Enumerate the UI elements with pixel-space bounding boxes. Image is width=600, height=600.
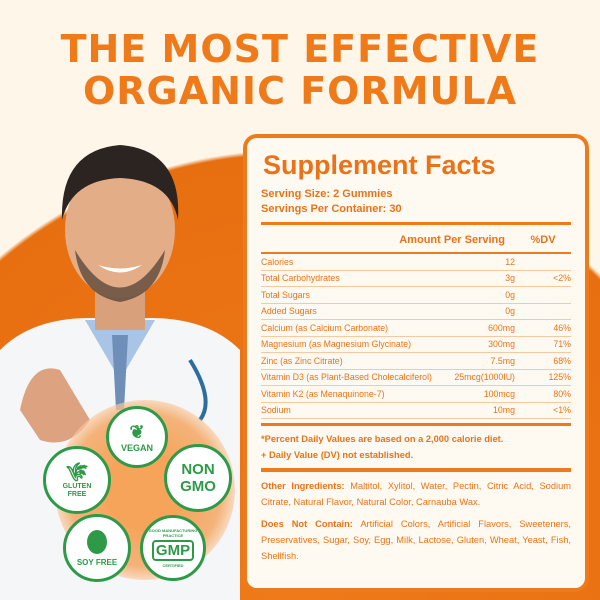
nutrient-dv: <1%	[553, 405, 571, 416]
headline-line-2: ORGANIC FORMULA	[82, 69, 518, 113]
vegan-label: VEGAN	[120, 442, 153, 453]
footnote-dv: *Percent Daily Values are based on a 2,0…	[261, 434, 504, 444]
nutrient-row: Calories 12	[261, 254, 571, 271]
gmo-label: GMO	[180, 478, 216, 495]
leaf-icon: ❦	[129, 421, 145, 442]
divider	[261, 468, 571, 472]
dv-header: %DV	[530, 234, 556, 246]
gmp-ring-text: GOOD MANUFACTURING PRACTICE	[148, 528, 198, 538]
nutrient-row: Total Carbohydrates 3g <2%	[261, 271, 571, 287]
serving-size: Serving Size: 2 Gummies	[261, 188, 393, 200]
facts-title: Supplement Facts	[263, 150, 496, 180]
nutrient-dv: 68%	[553, 355, 571, 366]
nutrient-amount: 600mg	[488, 322, 515, 333]
nutrient-dv: 71%	[553, 339, 571, 350]
nutrient-name: Magnesium (as Magnesium Glycinate)	[261, 339, 412, 350]
gmp-certified-text: CERTIFIED	[162, 563, 184, 568]
nutrient-row: Zinc (as Zinc Citrate) 7.5mg 68%	[261, 353, 571, 370]
non-gmo-badge: NON GMO	[164, 444, 232, 512]
does-not-contain-text: Artificial Colors, Artificial Flavors, S…	[261, 519, 571, 561]
soy-free-badge: SOY FREE	[63, 514, 131, 582]
nutrient-dv: 80%	[553, 388, 571, 399]
nutrient-amount: 0g	[505, 289, 515, 300]
does-not-contain: Does Not Contain: Artificial Colors, Art…	[261, 516, 571, 564]
amount-header: Amount Per Serving	[399, 234, 505, 246]
nutrient-amount: 0g	[505, 306, 515, 317]
nutrient-row: Total Sugars 0g	[261, 287, 571, 304]
nutrient-amount: 3g	[505, 273, 515, 284]
nutrient-name: Vitamin K2 (as Menaquinone-7)	[261, 388, 385, 399]
non-label: NON	[181, 461, 215, 478]
nutrient-row: Sodium 10mg <1%	[261, 403, 571, 419]
soy-free-label: SOY FREE	[76, 557, 118, 567]
nutrient-name: Vitamin D3 (as Plant-Based Cholecalcifer…	[261, 372, 432, 383]
nutrient-amount: 7.5mg	[490, 355, 515, 366]
nutrient-amount: 12	[505, 256, 515, 267]
other-ingredients-text: Maltitol, Xylitol, Water, Pectin, Citric…	[261, 481, 571, 507]
wheat-icon: 🌾︎	[65, 462, 89, 482]
nutrient-dv: 46%	[553, 322, 571, 333]
nutrient-name: Added Sugars	[261, 306, 317, 317]
supplement-facts-panel: Supplement Facts Serving Size: 2 Gummies…	[243, 134, 589, 592]
nutrient-row: Added Sugars 0g	[261, 304, 571, 320]
gluten-free-badge: 🌾︎ GLUTEN FREE	[43, 446, 111, 514]
nutrient-name: Sodium	[261, 405, 291, 416]
nutrient-name: Total Sugars	[261, 289, 310, 300]
other-ingredients: Other Ingredients: Maltitol, Xylitol, Wa…	[261, 478, 571, 510]
nutrient-name: Calcium (as Calcium Carbonate)	[261, 322, 389, 333]
facts-table: Calories 12 Total Carbohydrates 3g <2% Total …	[261, 254, 571, 419]
free-label: FREE	[67, 491, 87, 498]
gmp-label: GMP	[151, 540, 195, 561]
nutrient-name: Calories	[261, 256, 294, 267]
divider	[261, 423, 571, 426]
nutrient-dv: <2%	[553, 273, 571, 284]
nutrient-amount: 300mg	[488, 339, 515, 350]
nutrient-row: Vitamin D3 (as Plant-Based Cholecalcifer…	[261, 370, 572, 386]
other-ingredients-label: Other Ingredients:	[261, 481, 345, 491]
divider	[261, 252, 571, 254]
gluten-label: GLUTEN	[62, 483, 92, 490]
footnote-not-established: + Daily Value (DV) not established.	[261, 450, 414, 460]
divider	[261, 222, 571, 225]
does-not-contain-label: Does Not Contain:	[261, 519, 353, 529]
headline-line-1: THE MOST EFFECTIVE	[60, 27, 540, 71]
nutrient-name: Zinc (as Zinc Citrate)	[261, 355, 343, 366]
facts-header: Amount Per Serving %DV	[261, 230, 571, 250]
nutrient-name: Total Carbohydrates	[261, 273, 340, 284]
nutrient-amount: 25mcg(1000IU)	[454, 372, 515, 383]
gmp-badge: GOOD MANUFACTURING PRACTICE GMP CERTIFIE…	[140, 515, 206, 581]
nutrient-amount: 10mg	[492, 405, 515, 416]
vegan-badge: ❦ VEGAN	[106, 406, 168, 468]
nutrient-row: Magnesium (as Magnesium Glycinate) 300mg 7…	[261, 337, 571, 353]
nutrient-row: Vitamin K2 (as Menaquinone-7) 100mcg 80%	[261, 386, 571, 403]
soybean-icon	[87, 529, 107, 554]
nutrient-amount: 100mcg	[483, 388, 515, 399]
nutrient-dv: 125%	[548, 372, 572, 383]
servings-per-container: Servings Per Container: 30	[261, 203, 402, 215]
nutrient-row: Calcium (as Calcium Carbonate) 600mg 46%	[261, 320, 571, 337]
headline: THE MOST EFFECTIVE ORGANIC FORMULA	[0, 28, 600, 112]
